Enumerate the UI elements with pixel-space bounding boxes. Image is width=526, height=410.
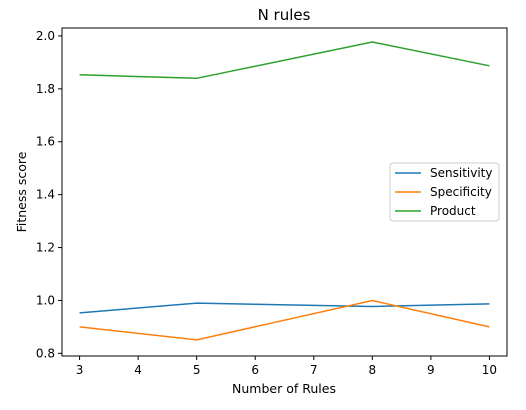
x-axis: 3 4 5 6 7 8 9 10 — [76, 356, 497, 377]
y-axis-label: Fitness score — [14, 151, 29, 232]
legend-items: Sensitivity Specificity Product — [395, 166, 492, 218]
legend-label-sensitivity: Sensitivity — [430, 166, 492, 180]
x-axis-label: Number of Rules — [232, 381, 336, 396]
series-layer — [79, 41, 490, 341]
x-tick-label: 4 — [134, 363, 142, 377]
y-axis: 0.8 1.0 1.2 1.4 1.6 1.8 2.0 — [36, 29, 62, 360]
x-tick-label: 3 — [76, 363, 84, 377]
x-tick-label: 7 — [310, 363, 318, 377]
y-tick-label: 0.8 — [36, 346, 55, 360]
legend: Sensitivity Specificity Product — [389, 162, 500, 222]
chart-title: N rules — [258, 6, 311, 24]
y-tick-label: 1.8 — [36, 82, 55, 96]
x-tick-label: 5 — [193, 363, 201, 377]
x-tick-label: 9 — [427, 363, 435, 377]
series-line-product — [79, 41, 490, 80]
y-tick-label: 1.4 — [36, 188, 55, 202]
x-tick-label: 6 — [251, 363, 259, 377]
x-tick-label: 8 — [369, 363, 377, 377]
x-tick-label: 10 — [482, 363, 497, 377]
y-tick-label: 1.0 — [36, 293, 55, 307]
y-tick-label: 1.6 — [36, 135, 55, 149]
plot-frame — [61, 27, 508, 357]
y-tick-label: 1.2 — [36, 241, 55, 255]
legend-box — [389, 162, 500, 222]
series-line-specificity — [79, 299, 490, 341]
series-line-sensitivity — [79, 302, 490, 314]
legend-label-specificity: Specificity — [430, 185, 492, 199]
legend-label-product: Product — [430, 204, 476, 218]
plot-area — [61, 27, 508, 357]
y-tick-label: 2.0 — [36, 29, 55, 43]
